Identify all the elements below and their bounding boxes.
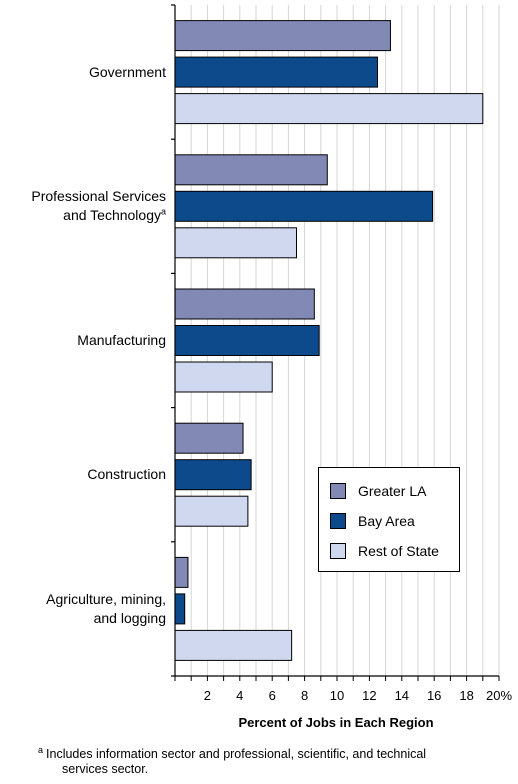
bar-2-0 [174, 288, 315, 320]
legend-item: Rest of State [330, 541, 439, 561]
bar-3-1 [174, 459, 252, 491]
x-tick-label: 4 [236, 688, 243, 703]
bar-2-2 [174, 361, 273, 393]
footnote-line-1: Includes information sector and professi… [46, 747, 427, 761]
legend-swatch [330, 483, 346, 499]
x-tick-label: 2 [204, 688, 211, 703]
x-axis-title: Percent of Jobs in Each Region [238, 715, 434, 730]
footnote-marker: a [160, 206, 166, 217]
legend-label: Greater LA [358, 483, 427, 499]
legend: Greater LA Bay Area Rest of State [318, 467, 460, 572]
category-label: Government [88, 63, 166, 80]
x-tick-label: 20% [486, 688, 512, 703]
legend-swatch [330, 513, 346, 529]
bar-0-2 [174, 93, 484, 125]
footnote-marker: a [38, 744, 44, 755]
legend-label: Bay Area [358, 513, 415, 529]
bar-1-2 [174, 227, 297, 259]
category-label: Construction [87, 466, 166, 483]
bar-3-2 [174, 495, 249, 527]
bar-0-0 [174, 20, 391, 52]
category-label: Professional Services and Technologya [31, 188, 166, 224]
bar-0-1 [174, 56, 378, 88]
x-tick-label: 14 [395, 688, 409, 703]
x-tick-label: 16 [427, 688, 441, 703]
legend-label: Rest of State [358, 543, 439, 559]
bar-4-0 [174, 556, 189, 588]
footnote: a Includes information sector and profess… [38, 744, 508, 777]
category-label: Agriculture, mining, and logging [46, 590, 166, 626]
legend-item: Bay Area [330, 511, 415, 531]
bar-3-0 [174, 422, 244, 454]
bar-4-1 [174, 593, 186, 625]
bar-2-1 [174, 325, 320, 356]
bar-1-0 [174, 154, 328, 186]
bar-1-1 [174, 190, 434, 222]
legend-item: Greater LA [330, 481, 426, 501]
x-tick-label: 6 [269, 688, 276, 703]
bar-4-2 [174, 629, 293, 661]
category-label: Manufacturing [77, 332, 166, 348]
x-tick-label: 12 [362, 688, 376, 703]
legend-swatch [330, 543, 346, 559]
x-tick-label: 18 [459, 688, 473, 703]
x-tick-label: 10 [330, 688, 344, 703]
x-tick-label: 8 [301, 688, 308, 703]
footnote-line-2: services sector. [62, 762, 149, 776]
